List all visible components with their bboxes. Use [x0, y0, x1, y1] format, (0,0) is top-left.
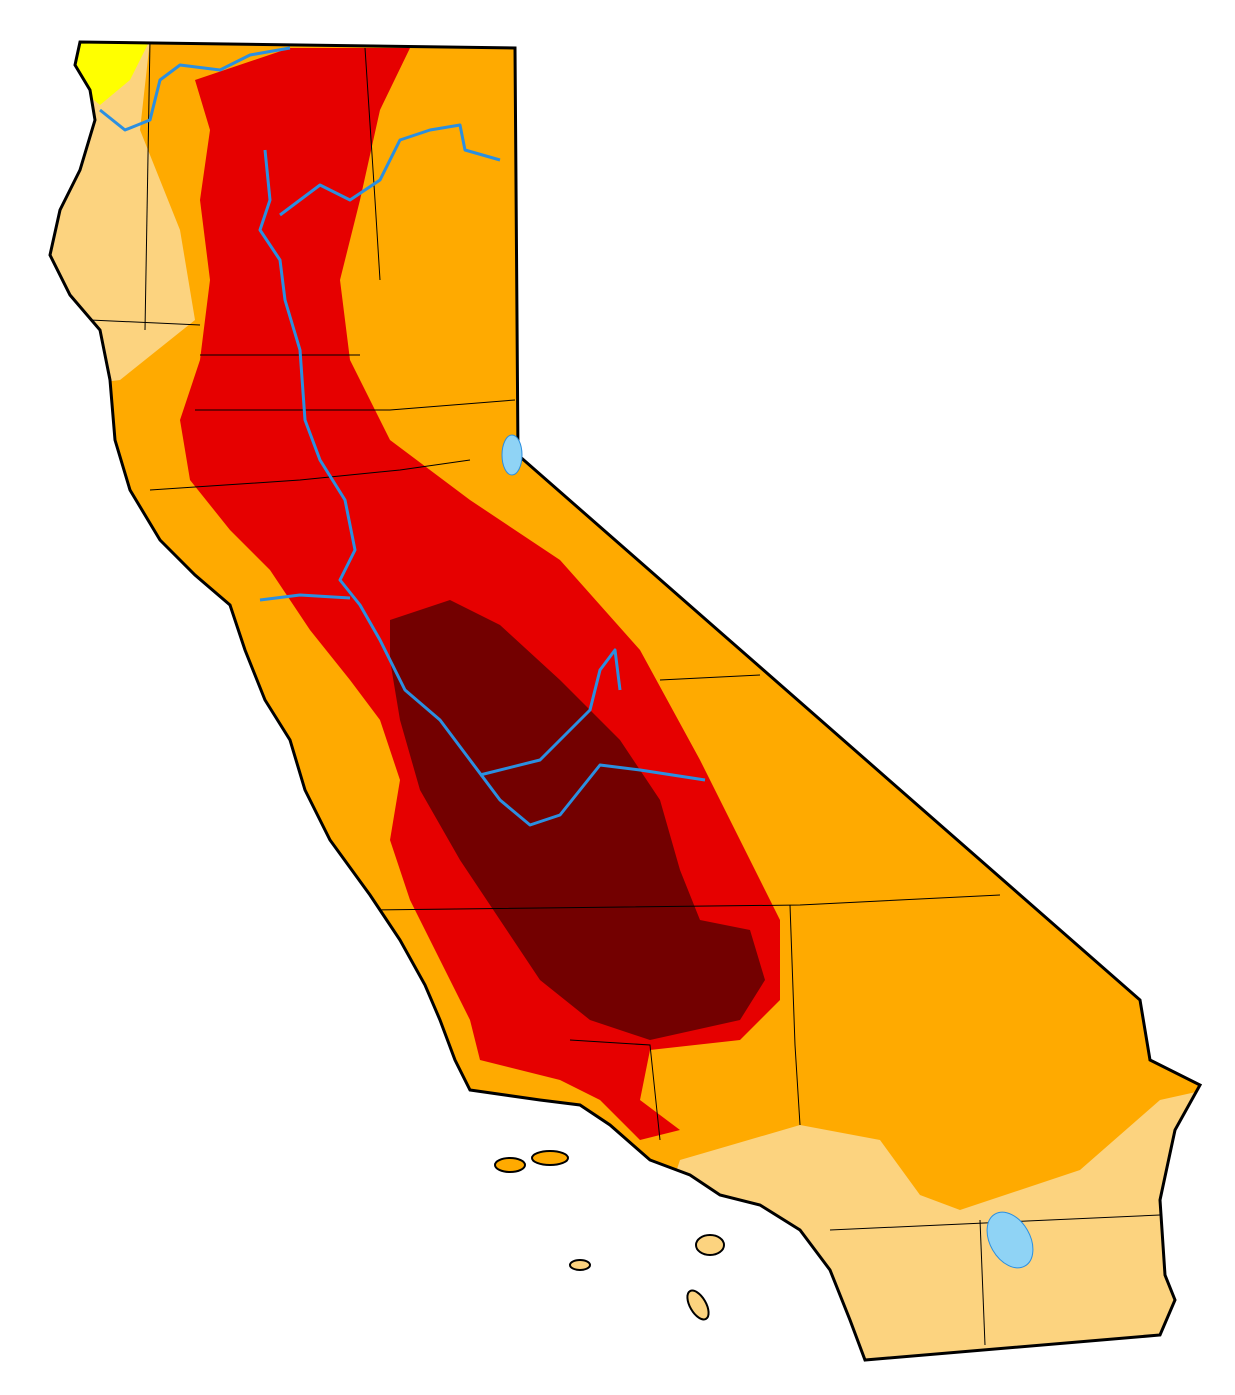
state-outline: [48, 40, 1203, 1362]
river: [258, 149, 706, 827]
river: [479, 648, 622, 777]
river: [99, 46, 291, 132]
county-line: [979, 1219, 986, 1346]
lakes: [501, 434, 1034, 1269]
rivers: [99, 46, 706, 827]
county-line: [659, 674, 761, 681]
island: [531, 1150, 569, 1166]
island: [686, 1289, 710, 1321]
island: [569, 1259, 591, 1271]
delta: [259, 593, 351, 602]
river: [279, 123, 501, 217]
county-line: [195, 399, 516, 411]
county-line: [369, 894, 1001, 911]
island: [695, 1234, 725, 1256]
county-line: [144, 42, 151, 331]
county-line: [364, 47, 381, 281]
salton-sea: [986, 1211, 1034, 1269]
county-line: [569, 1039, 661, 1141]
exceptional-drought-area: [390, 600, 765, 1040]
lake-tahoe: [501, 434, 523, 476]
island: [494, 1157, 526, 1173]
islands: [494, 1150, 725, 1321]
county-line: [149, 459, 471, 491]
county-line: [789, 904, 801, 1126]
